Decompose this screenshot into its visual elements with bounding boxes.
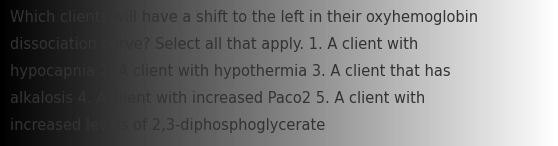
Text: increased levels of 2,3-diphosphoglycerate: increased levels of 2,3-diphosphoglycera…: [10, 118, 325, 133]
Text: dissociation curve? Select all that apply. 1. A client with: dissociation curve? Select all that appl…: [10, 37, 418, 52]
Text: alkalosis 4. A client with increased Paco2 5. A client with: alkalosis 4. A client with increased Pac…: [10, 91, 425, 106]
Text: Which clients will have a shift to the left in their oxyhemoglobin: Which clients will have a shift to the l…: [10, 10, 478, 25]
Text: hypocapnia 2. A client with hypothermia 3. A client that has: hypocapnia 2. A client with hypothermia …: [10, 64, 451, 79]
